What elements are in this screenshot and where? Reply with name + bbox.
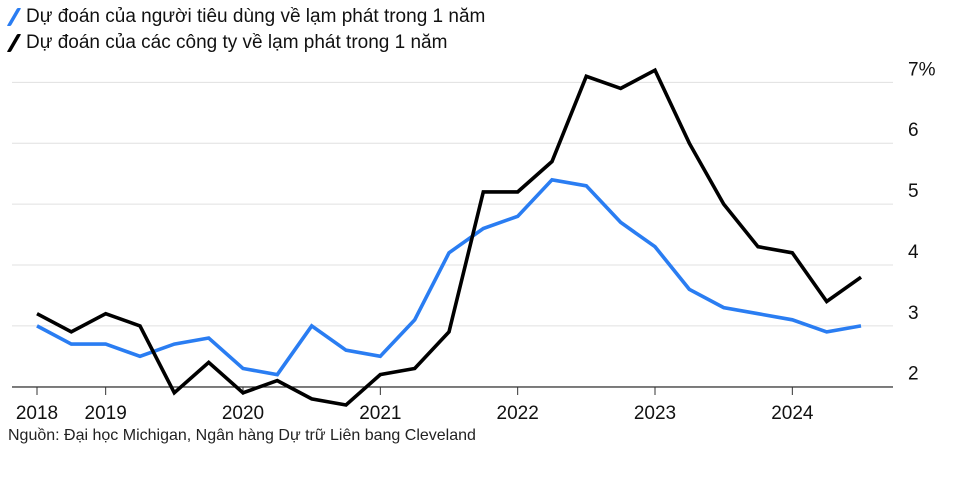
line-chart: 2 3 4 5 6 7% 2018 2019 2020 2021 2022 2023 2024 (12, 59, 936, 420)
series-line-consumer (36, 177, 862, 377)
y-tick-label: 2 (908, 364, 919, 385)
x-tick-label: 2020 (222, 403, 264, 420)
legend-item-business: Dự đoán của các công ty về lạm phát tron… (6, 30, 485, 56)
y-tick-label: 7% (908, 59, 936, 80)
legend-label-business: Dự đoán của các công ty về lạm phát tron… (26, 32, 448, 53)
y-tick-label: 3 (908, 303, 919, 324)
series-lines (36, 67, 863, 407)
y-tick-label: 5 (908, 181, 919, 202)
x-axis (12, 386, 893, 395)
gridlines (12, 81, 893, 388)
x-tick-label: 2019 (85, 403, 127, 420)
y-tick-label: 4 (908, 242, 919, 263)
source-note: Nguồn: Đại học Michigan, Ngân hàng Dự tr… (8, 427, 476, 444)
x-tick-label: 2021 (359, 403, 401, 420)
y-tick-labels: 2 3 4 5 6 7% (908, 59, 936, 384)
x-tick-labels: 2018 2019 2020 2021 2022 2023 2024 (16, 403, 814, 420)
x-tick-label: 2022 (497, 403, 539, 420)
y-tick-label: 6 (908, 120, 919, 141)
series-line-business (36, 67, 863, 407)
chart-legend: Dự đoán của người tiêu dùng về lạm phát … (6, 4, 486, 56)
legend-item-consumer: Dự đoán của người tiêu dùng về lạm phát … (6, 4, 486, 30)
legend-label-consumer: Dự đoán của người tiêu dùng về lạm phát … (26, 6, 486, 27)
x-tick-label: 2018 (16, 403, 58, 420)
x-tick-label: 2023 (634, 403, 676, 420)
x-tick-label: 2024 (771, 403, 814, 420)
